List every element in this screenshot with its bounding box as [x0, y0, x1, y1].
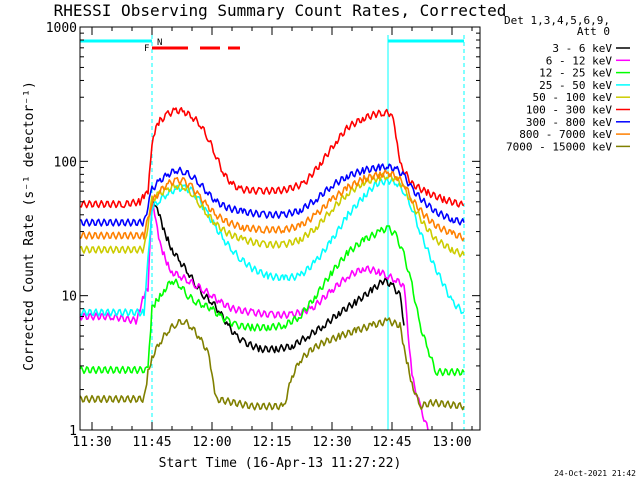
saa-flag-label: N — [157, 38, 162, 48]
y-tick-label: 10 — [61, 290, 77, 305]
plot-frame — [79, 26, 481, 431]
y-tick-label: 1 — [69, 424, 77, 439]
legend-entry-label: 800 - 7000 keV — [519, 128, 612, 141]
x-axis-label: Start Time (16-Apr-13 11:27:22) — [159, 456, 402, 471]
series-line-6 — [79, 163, 465, 227]
series-line-7 — [79, 169, 465, 242]
series-line-0 — [151, 201, 405, 354]
legend-entry-label: 6 - 12 keV — [546, 54, 613, 67]
x-tick-label: 12:00 — [192, 435, 231, 450]
legend-entry-label: 12 - 25 keV — [539, 67, 612, 80]
generation-timestamp: 24-Oct-2021 21:42 — [554, 469, 636, 478]
x-tick-label: 11:30 — [72, 435, 111, 450]
series-layer — [79, 107, 465, 431]
series-line-5 — [79, 107, 465, 209]
x-tick-label: 13:00 — [432, 435, 471, 450]
legend-entry-label: 3 - 6 keV — [552, 42, 612, 55]
legend-entry-label: 7000 - 15000 keV — [506, 140, 612, 153]
legend-entry-label: 25 - 50 keV — [539, 79, 612, 92]
legend-header-line: Att 0 — [577, 25, 610, 38]
x-tick-label: 11:45 — [132, 435, 171, 450]
axis-ticks: 11:30 11:45 12:00 12:15 12:30 12:45 13:00 1 10 10… — [46, 21, 480, 450]
y-tick-label: 100 — [54, 155, 77, 170]
series-line-4 — [79, 172, 465, 258]
y-axis-label: Corrected Count Rate (s⁻¹ detector⁻¹) — [22, 81, 37, 371]
x-tick-label: 12:45 — [372, 435, 411, 450]
x-tick-label: 12:15 — [252, 435, 291, 450]
series-line-8 — [79, 317, 465, 411]
series-line-1 — [79, 200, 429, 431]
chart-title: RHESSI Observing Summary Count Rates, Co… — [54, 1, 507, 20]
flare-flag-label: F — [144, 44, 149, 54]
status-flags: NF — [144, 38, 240, 54]
y-tick-label: 1000 — [46, 21, 77, 36]
legend-header-line: Det 1,3,4,5,6,9, — [504, 14, 610, 27]
series-line-2 — [79, 225, 465, 377]
x-tick-label: 12:30 — [312, 435, 351, 450]
legend-entry-label: 300 - 800 keV — [526, 116, 612, 129]
night-bands — [80, 35, 465, 430]
legend-entry-label: 100 - 300 keV — [526, 104, 612, 117]
legend-entry-label: 50 - 100 keV — [533, 91, 613, 104]
